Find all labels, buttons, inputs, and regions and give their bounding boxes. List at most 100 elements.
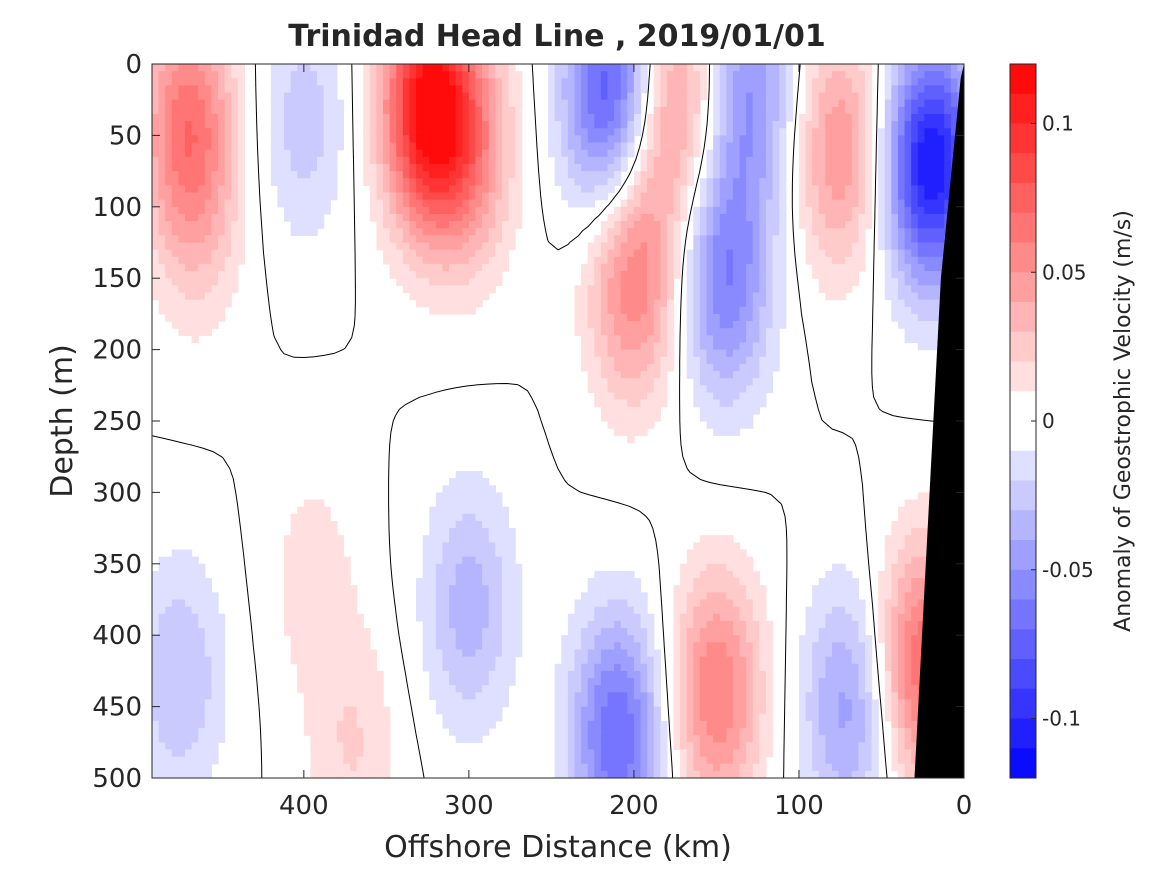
field-cell xyxy=(746,578,754,586)
field-cell xyxy=(713,78,721,87)
field-cell xyxy=(158,613,166,622)
field-cell xyxy=(198,171,206,179)
field-cell xyxy=(185,649,193,658)
field-cell xyxy=(356,770,364,778)
field-cell xyxy=(699,199,708,208)
field-cell xyxy=(673,121,681,129)
field-cell xyxy=(666,85,675,94)
field-cell xyxy=(310,149,318,158)
field-cell xyxy=(178,735,186,743)
field-cell xyxy=(475,542,483,551)
field-cell xyxy=(356,670,364,679)
field-cell xyxy=(468,228,477,236)
field-cell xyxy=(746,421,754,429)
field-cell xyxy=(567,149,576,158)
field-cell xyxy=(746,128,754,136)
field-cell xyxy=(429,213,437,222)
field-cell xyxy=(653,278,661,286)
field-cell xyxy=(409,192,417,201)
field-cell xyxy=(495,506,503,515)
field-cell xyxy=(303,228,312,236)
field-cell xyxy=(620,306,628,315)
field-cell xyxy=(158,692,166,701)
field-cell xyxy=(211,156,219,165)
field-cell xyxy=(409,256,417,265)
field-cell xyxy=(152,585,160,593)
field-cell xyxy=(191,663,199,672)
field-cell xyxy=(666,299,675,308)
field-cell xyxy=(633,406,642,415)
field-cell xyxy=(633,92,642,101)
field-cell xyxy=(204,142,213,151)
field-cell xyxy=(666,156,675,165)
field-cell xyxy=(363,171,371,179)
field-cell xyxy=(653,242,661,251)
field-cell xyxy=(152,163,160,172)
field-cell xyxy=(369,92,378,101)
field-cell xyxy=(429,121,437,129)
field-cell xyxy=(204,235,213,244)
field-cell xyxy=(211,192,219,201)
field-cell xyxy=(442,570,450,579)
field-cell xyxy=(330,699,338,708)
field-cell xyxy=(198,699,206,708)
field-cell xyxy=(383,156,391,165)
field-cell xyxy=(482,106,490,115)
field-cell xyxy=(171,549,179,558)
field-cell xyxy=(587,578,595,586)
field-cell xyxy=(686,756,694,765)
field-cell xyxy=(660,213,668,222)
field-cell xyxy=(442,271,450,279)
field-cell xyxy=(310,570,318,579)
field-cell xyxy=(726,206,734,215)
field-cell xyxy=(772,363,780,372)
field-cell xyxy=(594,356,602,365)
field-cell xyxy=(336,563,345,572)
field-cell xyxy=(383,71,391,79)
field-cell xyxy=(713,713,721,722)
field-cell xyxy=(310,599,318,608)
field-cell xyxy=(211,606,219,615)
field-cell xyxy=(594,678,602,686)
field-cell xyxy=(303,585,312,593)
field-cell xyxy=(455,285,463,294)
field-cell xyxy=(330,756,338,765)
field-cell xyxy=(191,613,199,622)
field-cell xyxy=(396,185,404,194)
field-cell xyxy=(350,642,358,651)
field-cell xyxy=(204,699,213,708)
field-cell xyxy=(765,235,774,244)
field-cell xyxy=(369,192,378,201)
field-cell xyxy=(719,556,727,565)
field-cell xyxy=(554,756,562,765)
field-cell xyxy=(746,349,754,358)
field-cell xyxy=(310,692,318,701)
field-cell xyxy=(653,363,661,372)
field-cell xyxy=(356,742,364,751)
field-cell xyxy=(171,242,179,251)
field-cell xyxy=(429,221,437,229)
field-cell xyxy=(171,213,179,222)
field-cell xyxy=(752,670,760,679)
field-cell xyxy=(224,292,232,301)
field-cell xyxy=(673,256,681,265)
field-cell xyxy=(706,585,714,593)
field-cell xyxy=(495,213,503,222)
field-cell xyxy=(581,299,589,308)
field-cell xyxy=(739,735,747,743)
field-cell xyxy=(660,85,668,94)
field-cell xyxy=(594,156,602,165)
field-cell xyxy=(719,585,727,593)
field-cell xyxy=(574,606,582,615)
field-cell xyxy=(587,356,595,365)
field-cell xyxy=(726,406,734,415)
field-cell xyxy=(158,299,166,308)
field-cell xyxy=(475,99,483,108)
field-cell xyxy=(442,556,450,565)
field-cell xyxy=(680,749,688,758)
field-cell xyxy=(600,742,609,751)
field-cell xyxy=(389,99,397,108)
field-cell xyxy=(152,570,160,579)
field-cell xyxy=(402,206,411,215)
field-cell xyxy=(455,578,463,586)
